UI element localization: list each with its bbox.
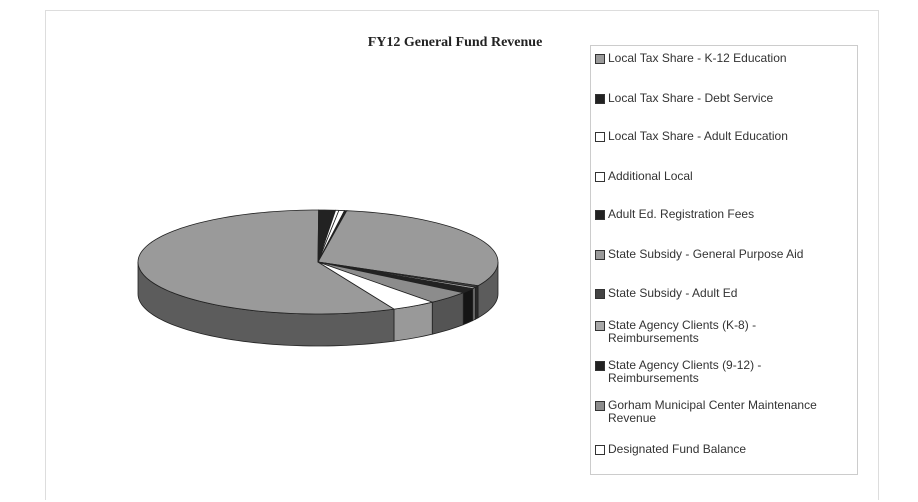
tops (137, 209, 499, 315)
legend-item: Gorham Municipal Center Maintenance Reve… (595, 399, 853, 425)
legend-label: State Subsidy - General Purpose Aid (608, 247, 804, 261)
legend-item: Local Tax Share - K-12 Education (595, 52, 853, 65)
slice (317, 261, 434, 310)
legend-label: State Agency Clients (9-12) - Reimbursem… (608, 358, 762, 385)
legend-item: Local Tax Share - Adult Education (595, 130, 853, 143)
legend-swatch (595, 132, 605, 142)
legend-label: Local Tax Share - Debt Service (608, 91, 774, 105)
legend-item: State Agency Clients (K-8) - Reimburseme… (595, 319, 853, 345)
legend-item: State Subsidy - Adult Ed (595, 287, 853, 300)
legend-swatch (595, 321, 605, 331)
frame (45, 10, 879, 500)
legend-swatch (595, 94, 605, 104)
legend-label: State Subsidy - Adult Ed (608, 286, 738, 300)
legend-label: Adult Ed. Registration Fees (608, 207, 755, 221)
legend-item: Local Tax Share - Debt Service (595, 92, 853, 105)
slice-side (472, 286, 476, 322)
legend-swatch (595, 445, 605, 455)
legend-swatch (595, 54, 605, 64)
legend-label: Local Tax Share - Adult Education (608, 129, 788, 143)
legend-swatch (595, 401, 605, 411)
slice-side (462, 287, 474, 326)
legend-swatch (595, 210, 605, 220)
slice (317, 261, 465, 303)
legend-label: State Agency Clients (K-8) - Reimburseme… (608, 318, 757, 345)
legend-label: Gorham Municipal Center Maintenance Reve… (608, 398, 817, 425)
legend-swatch (595, 361, 605, 371)
legend-item: State Subsidy - General Purpose Aid (595, 248, 853, 261)
chart-title: FY12 General Fund Revenue (368, 35, 543, 50)
slice (317, 210, 499, 287)
legend-label: Designated Fund Balance (608, 442, 747, 456)
legend-label: Local Tax Share - K-12 Education (608, 51, 787, 65)
legend-item: Designated Fund Balance (595, 443, 853, 456)
legend-label: Additional Local (608, 169, 693, 183)
sides (137, 261, 499, 347)
legend: Local Tax Share - K-12 Education Local Ta… (590, 45, 858, 475)
legend-item: Adult Ed. Registration Fees (595, 208, 853, 221)
legend-swatch (595, 250, 605, 260)
legend-swatch (595, 172, 605, 182)
legend-item: Additional Local (595, 170, 853, 183)
legend-item: State Agency Clients (9-12) - Reimbursem… (595, 359, 853, 385)
slice (137, 209, 396, 315)
legend-swatch (595, 289, 605, 299)
